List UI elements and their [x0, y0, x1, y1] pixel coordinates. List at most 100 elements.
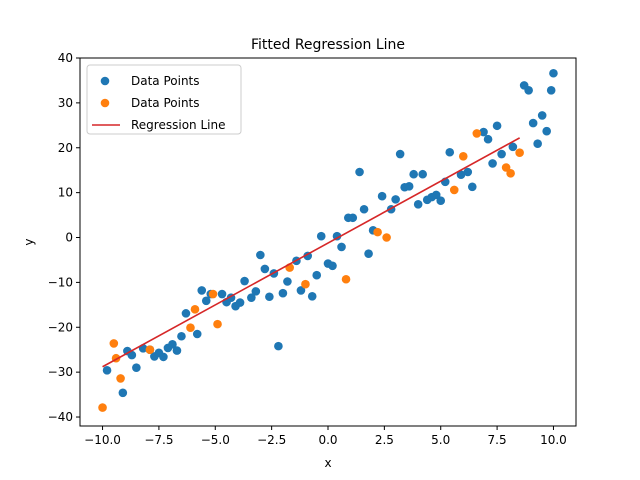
y-tick-label-3: −10 — [48, 275, 73, 289]
series-1-point-13 — [382, 233, 391, 242]
legend: Data Points Data Points Regression Line — [86, 64, 242, 135]
series-0-point-64 — [445, 147, 455, 157]
x-tick-label-3: −2.5 — [257, 433, 286, 447]
series-0-point-71 — [492, 121, 502, 131]
series-0-point-79 — [542, 126, 551, 136]
series-1-point-12 — [373, 227, 382, 237]
series-0-point-26 — [251, 287, 261, 296]
series-0-point-33 — [283, 277, 292, 286]
legend-label-0: Data Points — [131, 74, 200, 88]
series-1-point-1 — [109, 339, 119, 348]
series-0-point-31 — [274, 341, 283, 351]
series-0-point-28 — [260, 264, 270, 274]
series-0-point-57 — [413, 200, 423, 209]
y-tick-label-6: 20 — [58, 141, 73, 155]
series-0-point-3 — [127, 350, 137, 360]
chart-title: Fitted Regression Line — [251, 37, 405, 53]
series-0-point-35 — [296, 286, 306, 295]
series-0-point-25 — [247, 293, 256, 302]
series-1-point-14 — [449, 185, 459, 195]
y-tick-label-5: 10 — [58, 186, 73, 200]
series-0-point-80 — [546, 86, 556, 95]
series-0-point-77 — [533, 139, 542, 149]
legend-box — [86, 64, 242, 135]
legend-label-2: Regression Line — [131, 118, 225, 132]
series-0-point-55 — [404, 182, 414, 191]
series-0-point-62 — [436, 196, 446, 206]
series-0-point-76 — [528, 118, 538, 128]
series-0-point-1 — [118, 388, 128, 398]
series-0-point-9 — [159, 352, 168, 362]
series-0-point-78 — [537, 111, 547, 120]
series-1-point-0 — [98, 403, 107, 412]
series-1-point-19 — [515, 148, 524, 157]
x-tick-label-0: −10.0 — [84, 433, 121, 447]
series-0-point-56 — [409, 169, 418, 179]
series-0-point-66 — [463, 167, 473, 177]
series-1-point-8 — [213, 319, 222, 329]
y-tick-label-7: 30 — [58, 96, 73, 110]
series-0-point-12 — [172, 346, 182, 355]
series-1-point-4 — [145, 345, 155, 355]
x-tick-label-7: 7.5 — [488, 433, 507, 447]
legend-label-1: Data Points — [131, 96, 200, 110]
series-1-point-17 — [501, 163, 511, 172]
series-0-point-65 — [456, 170, 466, 179]
series-1-point-15 — [458, 151, 468, 161]
series-0-point-68 — [479, 127, 488, 137]
series-0-point-67 — [467, 182, 477, 192]
series-0-point-0 — [102, 366, 112, 375]
series-1-point-3 — [116, 374, 125, 383]
series-0-point-16 — [197, 286, 207, 295]
series-0-point-75 — [524, 86, 533, 95]
series-0-point-38 — [312, 270, 322, 280]
series-0-point-11 — [168, 340, 177, 349]
series-1-point-7 — [208, 289, 218, 299]
series-0-point-39 — [316, 231, 326, 241]
plot-area — [98, 68, 558, 412]
series-0-point-46 — [355, 167, 364, 177]
series-0-point-14 — [181, 309, 191, 318]
series-0-point-73 — [508, 142, 518, 152]
series-0-point-41 — [328, 261, 337, 271]
x-tick-label-8: 10.0 — [540, 433, 567, 447]
x-axis-label: x — [324, 456, 331, 470]
y-axis-label: y — [22, 238, 36, 245]
y-tick-label-2: −20 — [48, 320, 73, 334]
x-tick-label-2: −5.0 — [201, 433, 230, 447]
x-tick-label-4: 0.0 — [318, 433, 337, 447]
series-0-point-58 — [418, 169, 427, 179]
series-0-point-48 — [364, 249, 373, 258]
series-0-point-15 — [192, 329, 202, 339]
series-1-point-18 — [506, 169, 515, 178]
y-tick-label-0: −40 — [48, 410, 73, 424]
series-1-point-5 — [186, 323, 195, 333]
legend-marker-1 — [100, 98, 110, 108]
series-0-point-53 — [395, 149, 405, 159]
series-0-point-45 — [348, 213, 358, 223]
y-tick-label-4: 0 — [65, 231, 73, 245]
y-tick-label-1: −30 — [48, 365, 73, 379]
series-0-point-42 — [332, 231, 342, 241]
series-0-point-17 — [201, 296, 211, 306]
series-0-point-24 — [240, 276, 249, 286]
axis-ticks: −10.0 −7.5 −5.0 −2.5 0.0 2.5 5.0 7.5 10.0 −40 −30 −… — [48, 51, 567, 447]
series-0-point-81 — [549, 68, 558, 78]
series-0-point-50 — [377, 191, 387, 201]
series-0-point-69 — [483, 134, 493, 144]
x-tick-label-6: 5.0 — [431, 433, 450, 447]
x-tick-label-1: −7.5 — [144, 433, 173, 447]
series-1-point-16 — [472, 129, 482, 138]
series-0-point-13 — [177, 331, 186, 341]
series-0-point-32 — [278, 288, 288, 298]
series-0-point-37 — [307, 292, 317, 301]
series-0-point-52 — [391, 195, 400, 204]
x-tick-label-5: 2.5 — [375, 433, 394, 447]
legend-marker-0 — [100, 76, 110, 86]
regression-line — [102, 137, 521, 368]
series-1-point-10 — [301, 279, 310, 289]
series-0-point-47 — [359, 204, 369, 214]
series-0-point-19 — [217, 289, 227, 299]
series-0-point-61 — [431, 190, 441, 200]
